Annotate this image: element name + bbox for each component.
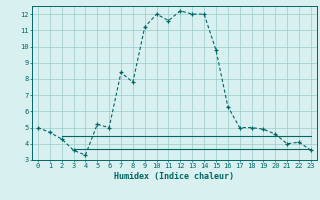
- X-axis label: Humidex (Indice chaleur): Humidex (Indice chaleur): [115, 172, 234, 181]
